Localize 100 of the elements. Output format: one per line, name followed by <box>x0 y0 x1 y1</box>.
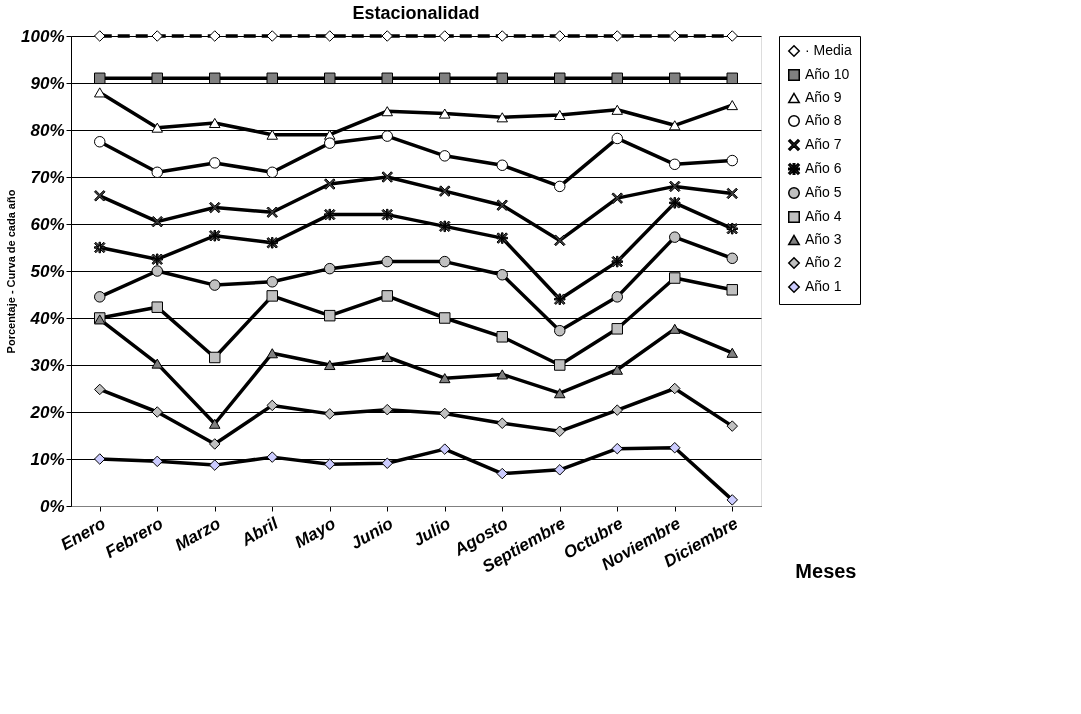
point <box>94 291 106 303</box>
point <box>209 30 221 42</box>
point <box>439 108 451 119</box>
point <box>381 290 393 302</box>
y-tick-label: 40% <box>29 308 65 328</box>
legend-label: Año 5 <box>805 184 842 200</box>
point <box>726 494 738 506</box>
point <box>324 137 336 149</box>
chart-title: Estacionalidad <box>352 3 480 23</box>
point <box>726 252 738 265</box>
point <box>669 272 681 284</box>
point <box>266 276 278 288</box>
point <box>496 112 508 123</box>
point <box>554 30 566 42</box>
point <box>151 301 163 313</box>
point <box>151 265 163 277</box>
y-tick-label: 70% <box>30 167 65 187</box>
point <box>151 166 163 179</box>
legend-label: Año 2 <box>805 254 842 270</box>
y-tick-label: 10% <box>30 449 65 469</box>
point <box>669 231 681 243</box>
point <box>151 358 163 369</box>
point <box>381 255 393 268</box>
point <box>266 290 278 302</box>
point <box>381 106 393 117</box>
point <box>611 291 623 303</box>
point <box>554 464 566 476</box>
point <box>209 418 221 429</box>
point <box>381 171 393 183</box>
point <box>94 383 106 396</box>
point <box>209 459 221 471</box>
y-tick-label: 100% <box>21 26 65 46</box>
point <box>209 438 221 450</box>
point <box>94 72 106 85</box>
point <box>439 72 451 85</box>
y-tick-label: 20% <box>29 402 65 422</box>
point <box>611 104 623 115</box>
point <box>611 192 623 204</box>
point <box>726 72 738 85</box>
point <box>324 178 336 190</box>
point <box>324 72 336 85</box>
point <box>324 309 336 322</box>
legend-label: Año 3 <box>805 231 842 247</box>
point <box>439 407 451 420</box>
point <box>381 72 393 85</box>
point <box>554 388 566 399</box>
legend-label: Año 7 <box>805 136 842 152</box>
y-tick-label: 90% <box>30 73 65 93</box>
point <box>726 347 738 358</box>
point <box>439 255 451 268</box>
point <box>439 185 451 197</box>
point <box>151 122 163 133</box>
point <box>496 369 508 380</box>
point <box>611 404 623 416</box>
point <box>151 30 163 42</box>
point <box>669 158 681 171</box>
point <box>496 331 508 343</box>
point <box>554 425 566 438</box>
x-tick-label: Mayo <box>291 513 339 552</box>
point <box>669 323 681 334</box>
x-axis-title: Meses <box>795 559 857 582</box>
point <box>94 190 106 202</box>
point <box>726 284 738 296</box>
point <box>726 187 738 200</box>
point <box>669 441 681 454</box>
point <box>151 253 163 265</box>
point <box>94 241 106 254</box>
point <box>669 180 681 193</box>
point <box>669 72 681 85</box>
point <box>266 206 278 218</box>
point <box>611 323 623 335</box>
point <box>94 87 106 98</box>
legend-label: Año 6 <box>805 160 842 176</box>
legend-label: Año 10 <box>805 66 850 82</box>
point <box>151 455 163 468</box>
point <box>209 279 221 291</box>
point <box>726 154 738 167</box>
point <box>554 180 566 193</box>
point <box>611 132 623 145</box>
point <box>381 457 393 469</box>
point <box>611 255 623 268</box>
point <box>151 215 163 228</box>
point <box>554 359 566 371</box>
point <box>381 351 393 363</box>
point <box>266 399 278 412</box>
point <box>496 72 508 85</box>
point <box>324 458 336 470</box>
point <box>669 382 681 395</box>
point <box>439 220 451 233</box>
point <box>209 201 221 214</box>
point <box>726 420 738 432</box>
point <box>266 348 278 359</box>
point <box>381 130 393 142</box>
point <box>554 234 566 247</box>
point <box>266 451 278 463</box>
point <box>439 312 451 324</box>
y-tick-label: 50% <box>30 261 65 281</box>
y-tick-label: 80% <box>30 120 65 140</box>
point <box>266 237 278 249</box>
point <box>496 159 508 171</box>
